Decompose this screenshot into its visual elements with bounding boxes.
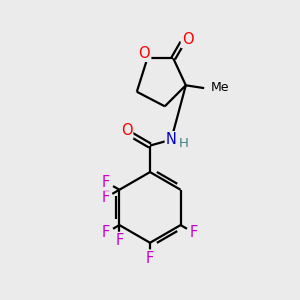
Text: O: O	[182, 32, 194, 47]
Text: H: H	[178, 137, 188, 150]
Text: F: F	[102, 225, 110, 240]
Text: O: O	[139, 46, 150, 61]
Text: F: F	[102, 175, 110, 190]
Text: F: F	[115, 233, 124, 248]
Text: F: F	[146, 250, 154, 266]
Text: F: F	[102, 190, 110, 205]
Text: O: O	[121, 123, 132, 138]
Text: F: F	[190, 225, 198, 240]
Text: N: N	[166, 132, 177, 147]
Text: Me: Me	[211, 81, 230, 94]
